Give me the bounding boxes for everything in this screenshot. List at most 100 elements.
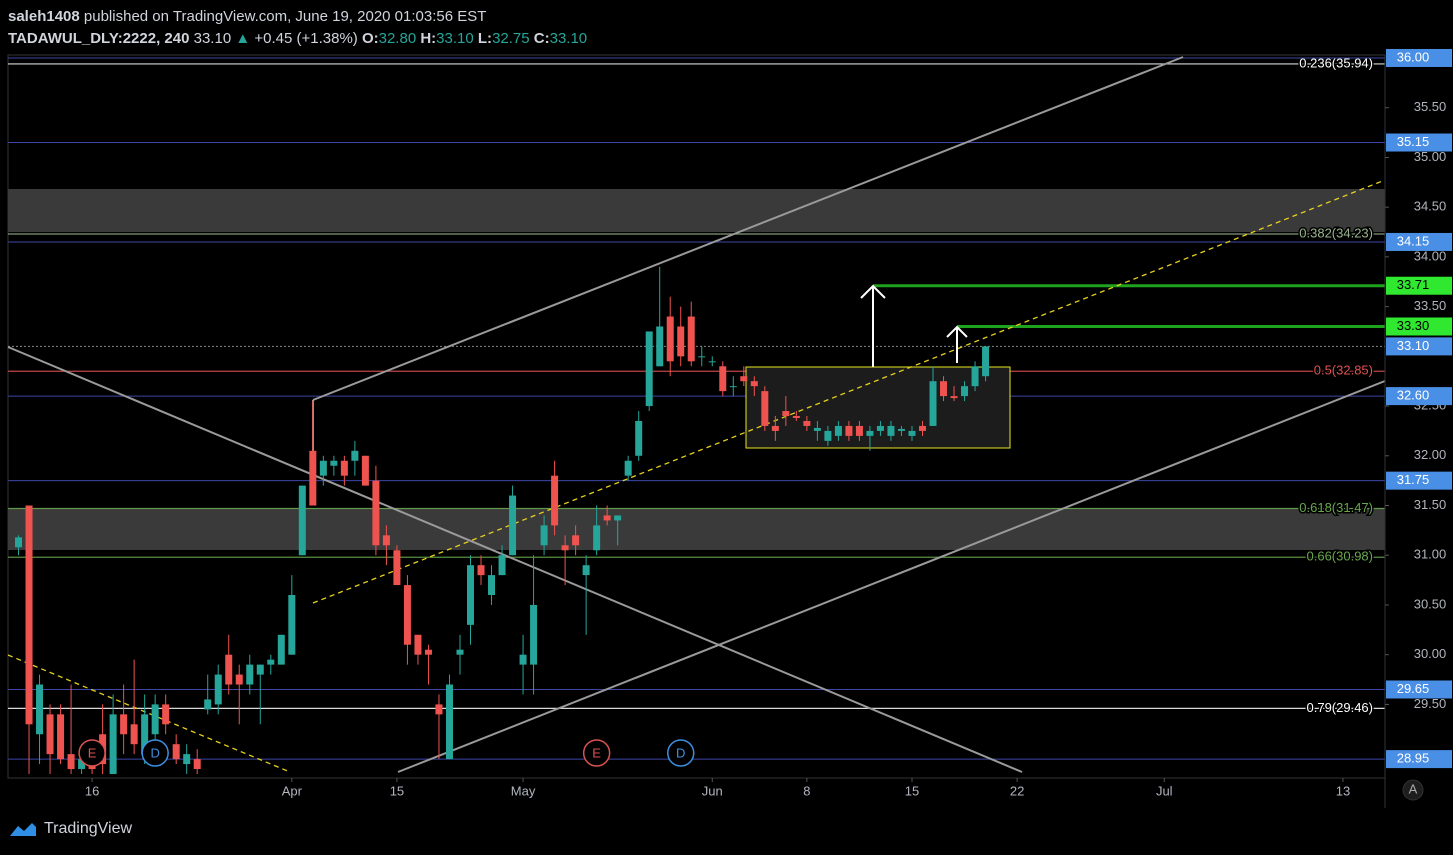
candle-body (813, 427, 821, 431)
level-label: 34.15 (1397, 233, 1430, 248)
candle-body (403, 585, 411, 645)
candle-body (267, 659, 275, 665)
candle-body (792, 416, 800, 418)
candle-body (393, 550, 401, 586)
symbol: TADAWUL_DLY:2222, 240 (8, 30, 190, 47)
candle-body (971, 366, 979, 387)
event-marker (141, 739, 169, 767)
x-tick-label: Jul (1156, 783, 1173, 798)
l-label: L: (477, 30, 493, 47)
level-label: 33.71 (1397, 277, 1430, 292)
level-label: 35.15 (1397, 134, 1430, 149)
candle-body (309, 450, 317, 506)
candle-body (961, 386, 969, 397)
candle-body (803, 420, 811, 426)
candle-body (361, 455, 369, 486)
channel-top (312, 56, 1184, 401)
x-tick-label: 15 (390, 783, 404, 798)
candle-body (656, 326, 664, 367)
y-tick-label: 30.00 (1414, 646, 1447, 661)
level-label: 32.60 (1397, 388, 1430, 403)
candles (15, 266, 990, 775)
x-tick-label: 16 (85, 783, 99, 798)
axes: 35.5035.0034.5034.0033.5032.5032.0031.50… (78, 48, 1452, 798)
candle-body (824, 430, 832, 441)
candle-body (624, 460, 632, 476)
fib-label: 0.79(29.46) (1307, 700, 1374, 715)
event-marker (666, 739, 695, 767)
candle-body (151, 704, 159, 735)
candle-body (456, 649, 464, 655)
x-tick-label: Jun (702, 783, 723, 798)
candle-body (15, 537, 23, 548)
candle-body (603, 515, 611, 521)
candle-body (614, 515, 622, 521)
level-label-bg (1386, 133, 1452, 152)
candle-body (25, 505, 33, 725)
candle-body (940, 381, 948, 397)
fib-label: 0.382(34.23) (1299, 225, 1373, 240)
candle-body (78, 759, 86, 770)
candle-body (445, 684, 453, 760)
candle-body (771, 425, 779, 431)
scale-mode-button[interactable] (1402, 779, 1424, 801)
candle-body (225, 654, 233, 685)
candle-body (172, 744, 180, 760)
y-tick-label: 35.00 (1414, 149, 1447, 164)
zone (8, 189, 1385, 232)
level-label: 31.75 (1397, 472, 1430, 487)
c-label: C: (533, 30, 550, 47)
y-tick-label: 34.50 (1414, 199, 1447, 214)
candle-body (929, 381, 937, 426)
symbol-line: TADAWUL_DLY:2222, 240 33.10 ▲ +0.45 (+1.… (8, 28, 587, 50)
candle-body (750, 381, 758, 387)
candle-body (950, 396, 958, 399)
fib-label: 0.618(31.47) (1299, 500, 1373, 515)
level-label: 33.10 (1397, 338, 1430, 353)
candle-body (214, 674, 222, 705)
candle-body (519, 654, 527, 665)
scale-mode: A (1409, 781, 1418, 796)
candle-body (687, 316, 695, 362)
candle-body (183, 754, 191, 765)
channel-bottom (397, 380, 1386, 773)
candle-body (141, 714, 149, 755)
candle-body (761, 391, 769, 426)
candle-body (677, 326, 685, 357)
level-label-bg (1386, 317, 1452, 336)
dashed-line (7, 654, 291, 773)
candle-body (866, 430, 874, 436)
arrow (860, 284, 886, 367)
level-label: 28.95 (1397, 751, 1430, 766)
candle-body (551, 475, 559, 526)
level-label-bg (1386, 387, 1452, 406)
candle-body (477, 565, 485, 576)
candle-body (572, 535, 580, 546)
event-label: D (676, 745, 685, 760)
level-label: 33.30 (1397, 318, 1430, 333)
candle-body (120, 714, 128, 735)
logo (10, 823, 36, 836)
candle-body (204, 699, 212, 710)
fib-label: 0.5(32.85) (1314, 363, 1373, 378)
level-label-bg (1386, 232, 1452, 251)
candle-body (855, 425, 863, 436)
h-label: H: (420, 30, 437, 47)
candle-body (708, 361, 716, 363)
published: published on TradingView.com, June 19, 2… (83, 8, 487, 25)
candle-body (645, 331, 653, 407)
candle-body (67, 754, 75, 770)
arrow (946, 325, 968, 363)
candle-body (193, 759, 201, 770)
x-tick-label: 13 (1336, 783, 1350, 798)
candle-body (719, 366, 727, 392)
x-tick-label: 15 (905, 783, 919, 798)
level-label: 29.65 (1397, 681, 1430, 696)
candle-body (530, 604, 538, 665)
candle-body (666, 316, 674, 362)
candle-body (635, 420, 643, 456)
arrows (860, 284, 968, 367)
y-tick-label: 34.00 (1414, 248, 1447, 263)
candle-body (845, 425, 853, 436)
